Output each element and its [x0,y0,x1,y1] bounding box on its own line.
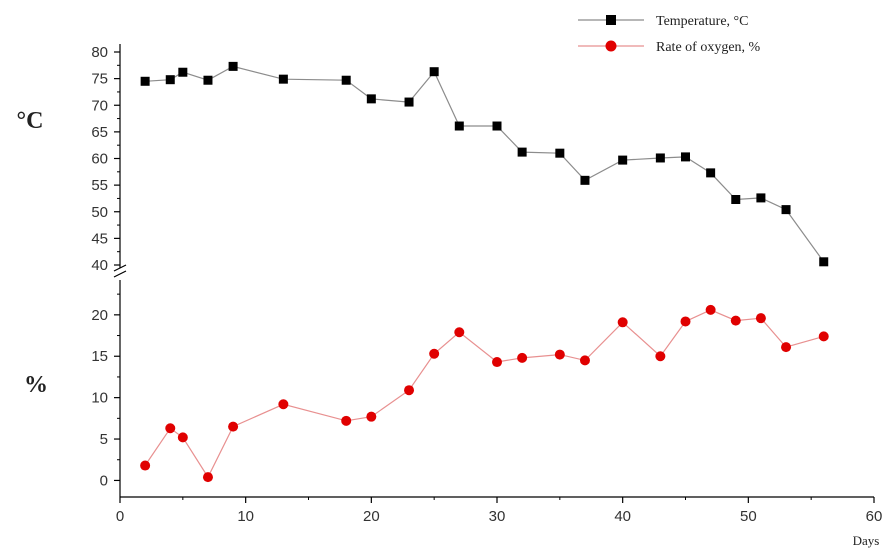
data-point-oxygen [140,460,151,471]
data-point-oxygen [730,315,741,326]
data-point-temperature [618,155,628,165]
data-point-oxygen [755,313,766,324]
data-point-oxygen [202,472,213,483]
data-point-temperature [178,67,188,77]
y-axis-title-top: °C [17,108,44,134]
data-point-temperature [555,148,565,158]
data-point-oxygen [366,411,377,422]
y-tick-label-bottom: 20 [91,307,108,324]
data-point-temperature [706,168,716,178]
data-point-temperature [580,175,590,185]
y-tick-label-top: 45 [91,230,108,247]
data-point-oxygen [554,349,565,360]
data-point-oxygen [818,331,829,342]
data-point-temperature [681,152,690,162]
data-point-temperature [429,67,439,77]
data-point-oxygen [177,432,188,443]
y-tick-label-top: 40 [91,257,108,274]
data-point-oxygen [579,355,590,366]
y-tick-label-top: 65 [91,124,108,141]
data-point-temperature [756,193,766,203]
data-point-temperature [140,76,150,86]
data-point-temperature [404,97,414,107]
legend-marker-oxygen [605,40,617,52]
data-point-temperature [492,121,502,131]
x-axis-title: Days [853,533,880,548]
series-line-temperature [145,65,825,263]
data-point-oxygen [228,421,239,432]
y-tick-label-bottom: 0 [100,472,108,489]
data-point-oxygen [517,352,528,363]
y-tick-label-top: 70 [91,97,108,114]
series-line-oxygen [144,309,824,479]
data-point-temperature [228,61,238,71]
data-point-oxygen [341,415,352,426]
data-point-temperature [203,75,213,85]
data-point-oxygen [165,423,176,434]
series-markers-group [140,61,829,483]
data-point-temperature [278,74,288,84]
data-point-oxygen [655,351,666,362]
data-point-oxygen [404,385,415,396]
y-tick-label-top: 80 [91,44,108,61]
data-point-temperature [819,257,829,267]
data-point-temperature [165,75,175,85]
legend: Temperature, °C Rate of oxygen, % [578,14,761,55]
data-point-temperature [366,94,376,104]
x-tick-label: 10 [237,508,254,525]
x-tick-label: 0 [116,508,124,525]
data-point-oxygen [680,316,691,327]
data-point-oxygen [617,317,628,328]
data-point-temperature [655,153,665,163]
x-tick-label: 40 [614,508,631,525]
axes-group: 0 10 20 30 40 50 60 Days 40 45 50 55 60 65 70 75 80 °C 0 5 1… [17,44,883,548]
axis-break-mark [113,270,127,278]
data-point-temperature [341,75,351,85]
x-tick-label: 20 [363,508,380,525]
axis-break-mark [113,264,127,272]
data-point-oxygen [492,357,502,368]
y-tick-label-top: 50 [91,204,108,221]
legend-marker-temperature [606,15,616,25]
series-lines-group [144,65,825,479]
y-tick-label-bottom: 15 [91,348,108,365]
data-point-oxygen [278,399,289,410]
x-tick-label: 60 [866,508,883,525]
x-tick-label: 30 [489,508,506,525]
data-point-temperature [781,205,791,215]
y-tick-label-top: 55 [91,177,108,194]
legend-label-temperature: Temperature, °C [656,14,748,29]
data-point-oxygen [429,348,440,359]
data-point-temperature [731,195,741,205]
data-point-temperature [454,121,464,131]
y-tick-label-top: 75 [91,71,108,88]
y-tick-label-top: 60 [91,151,108,168]
legend-label-oxygen: Rate of oxygen, % [656,40,761,55]
data-point-oxygen [454,327,465,338]
x-tick-label: 50 [740,508,757,525]
data-point-oxygen [705,304,716,315]
data-point-oxygen [781,342,792,353]
y-tick-label-bottom: 5 [100,431,108,448]
data-point-temperature [517,147,527,157]
y-axis-title-bottom: % [24,372,48,398]
y-tick-label-bottom: 10 [91,390,108,407]
